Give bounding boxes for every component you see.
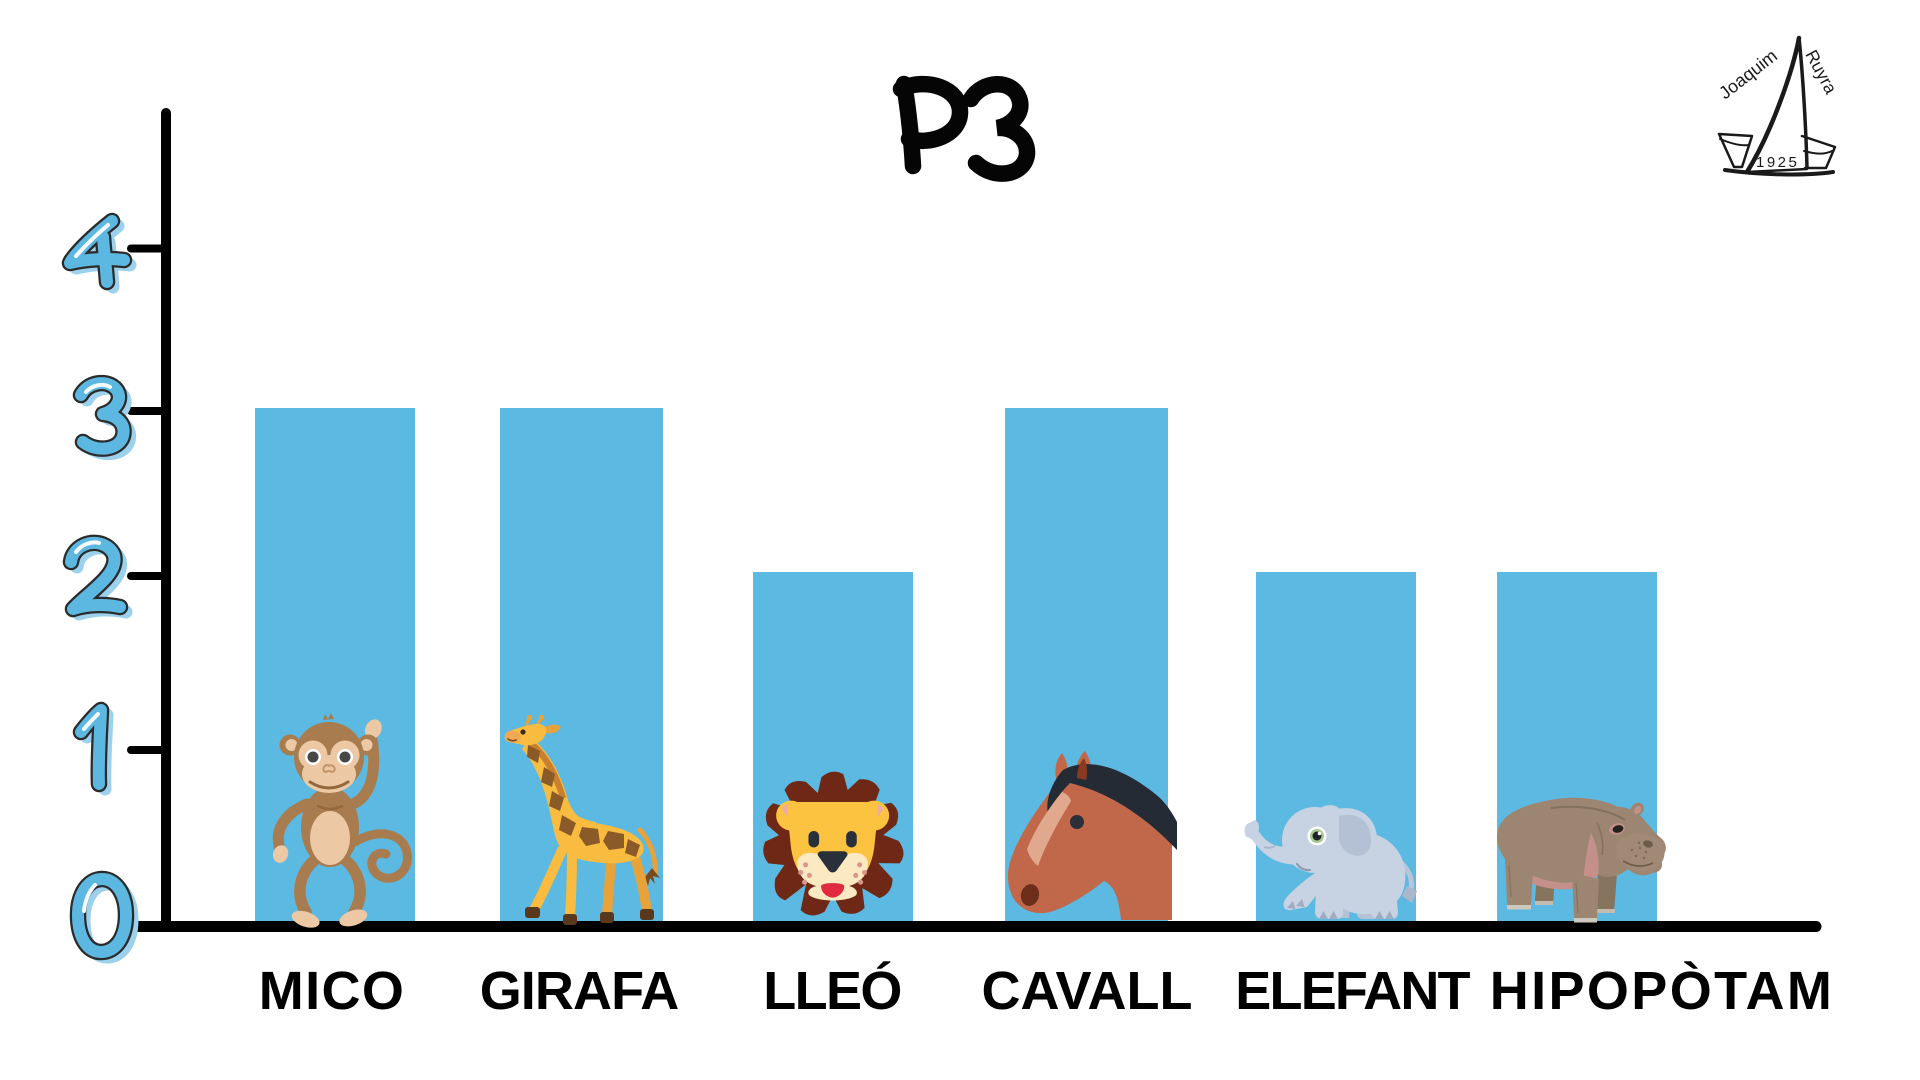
- svg-text:HIPOPÒTAM: HIPOPÒTAM: [1490, 961, 1835, 1021]
- svg-text:1925: 1925: [1756, 154, 1799, 171]
- svg-text:GIRAFA: GIRAFA: [480, 961, 679, 1021]
- svg-text:MICO: MICO: [259, 961, 406, 1021]
- svg-text:Ruyra: Ruyra: [1801, 46, 1841, 97]
- svg-text:LLEÓ: LLEÓ: [763, 961, 901, 1021]
- svg-text:CAVALL: CAVALL: [982, 961, 1193, 1021]
- svg-text:Joaquim: Joaquim: [1715, 45, 1781, 103]
- svg-text:ELEFANT: ELEFANT: [1235, 961, 1470, 1021]
